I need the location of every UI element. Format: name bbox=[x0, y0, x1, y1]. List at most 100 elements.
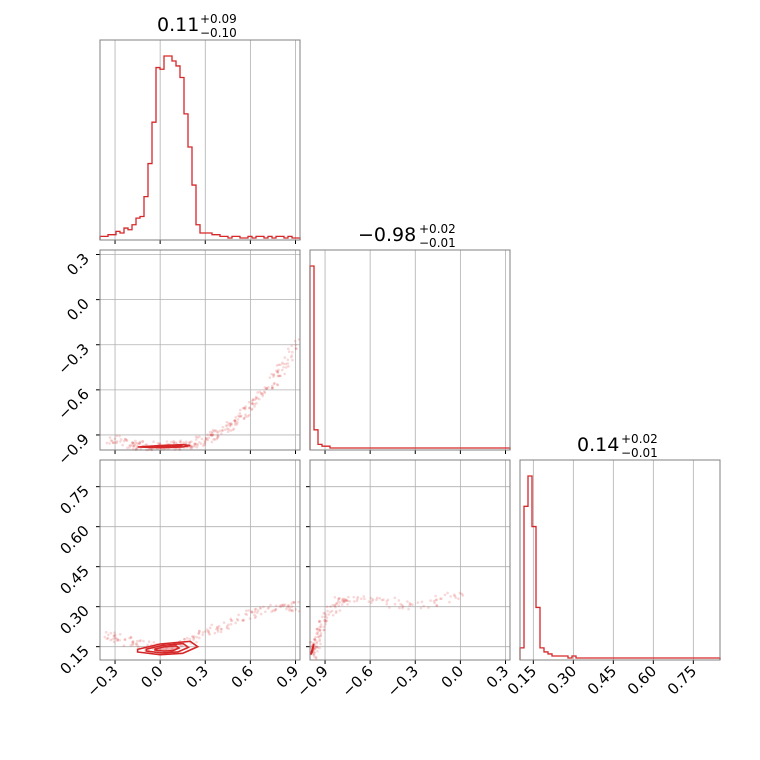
scatter-point bbox=[259, 612, 263, 616]
scatter-point bbox=[216, 433, 219, 437]
scatter-point bbox=[416, 601, 420, 604]
scatter-point bbox=[193, 635, 196, 638]
scatter-point bbox=[270, 386, 274, 390]
scatter-point bbox=[137, 442, 141, 446]
scatter-point bbox=[314, 646, 317, 650]
scatter-point bbox=[378, 597, 382, 600]
scatter-point bbox=[106, 636, 110, 640]
scatter-point bbox=[282, 362, 285, 366]
scatter-point bbox=[235, 617, 239, 621]
scatter-point bbox=[330, 609, 334, 613]
scatter-point bbox=[291, 350, 294, 354]
scatter-point bbox=[190, 440, 193, 443]
scatter-point bbox=[311, 653, 315, 656]
scatter-point bbox=[207, 629, 210, 633]
scatter-point bbox=[341, 597, 345, 601]
scatter-point bbox=[253, 616, 257, 620]
scatter-point bbox=[312, 637, 316, 641]
scatter-point bbox=[129, 636, 133, 639]
scatter-point bbox=[461, 594, 465, 597]
scatter-point bbox=[294, 343, 298, 347]
scatter-point bbox=[401, 606, 404, 610]
scatter-point bbox=[232, 419, 236, 422]
scatter-point bbox=[203, 443, 207, 447]
scatter-point bbox=[280, 361, 284, 365]
scatter-point bbox=[222, 621, 226, 624]
scatter-point bbox=[195, 635, 199, 639]
scatter-point bbox=[229, 622, 233, 626]
scatter-point bbox=[134, 439, 137, 443]
scatter-point bbox=[136, 644, 139, 647]
scatter-point bbox=[369, 596, 373, 600]
scatter-point bbox=[355, 599, 359, 603]
scatter-point bbox=[238, 408, 242, 412]
scatter-point bbox=[109, 631, 113, 635]
scatter-point bbox=[316, 627, 320, 631]
scatter-point bbox=[172, 439, 175, 443]
p1-vs-p3-contour-1 bbox=[145, 642, 191, 654]
scatter-point bbox=[443, 593, 447, 597]
scatter-point bbox=[203, 630, 207, 633]
scatter-point bbox=[111, 441, 115, 445]
scatter-point bbox=[188, 440, 191, 444]
scatter-point bbox=[194, 435, 198, 439]
scatter-point bbox=[241, 619, 245, 622]
scatter-point bbox=[427, 606, 430, 609]
scatter-point bbox=[201, 444, 205, 448]
scatter-point bbox=[179, 439, 183, 443]
scatter-point bbox=[115, 440, 119, 443]
scatter-point bbox=[171, 646, 174, 650]
scatter-point bbox=[265, 387, 268, 390]
scatter-point bbox=[215, 627, 218, 631]
scatter-point bbox=[131, 441, 135, 445]
scatter-point bbox=[227, 428, 230, 431]
scatter-point bbox=[253, 402, 256, 406]
scatter-point bbox=[255, 611, 259, 614]
scatter-point bbox=[207, 631, 211, 635]
scatter-point bbox=[254, 397, 258, 400]
scatter-point bbox=[113, 634, 116, 637]
scatter-point bbox=[238, 412, 242, 415]
scatter-point bbox=[174, 441, 178, 444]
scatter-point bbox=[115, 434, 118, 438]
scatter-point bbox=[190, 447, 193, 450]
scatter-point bbox=[325, 605, 329, 609]
title-p3-minus: −0.01 bbox=[621, 446, 658, 460]
scatter-point bbox=[243, 406, 247, 410]
scatter-point bbox=[131, 642, 135, 645]
scatter-point bbox=[195, 442, 198, 446]
scatter-point bbox=[323, 619, 327, 622]
scatter-point bbox=[323, 619, 326, 622]
scatter-point bbox=[289, 609, 293, 612]
scatter-point bbox=[348, 600, 351, 603]
p2-vs-p3-contour-2 bbox=[310, 647, 314, 653]
scatter-point bbox=[276, 374, 280, 378]
scatter-point bbox=[192, 638, 195, 641]
scatter-point bbox=[407, 607, 410, 611]
scatter-point bbox=[272, 375, 275, 378]
p1-vs-p3-frame bbox=[99, 459, 301, 661]
scatter-point bbox=[205, 436, 208, 440]
scatter-point bbox=[276, 383, 280, 387]
scatter-point bbox=[158, 442, 162, 445]
scatter-point bbox=[269, 603, 272, 607]
scatter-point bbox=[286, 604, 290, 607]
scatter-point bbox=[272, 373, 276, 376]
scatter-point bbox=[314, 655, 318, 659]
title-p2: −0.98 +0.02 −0.01 bbox=[358, 222, 456, 250]
scatter-point bbox=[314, 657, 318, 660]
scatter-point bbox=[220, 432, 223, 435]
scatter-point bbox=[103, 635, 107, 639]
scatter-point bbox=[267, 606, 271, 609]
scatter-point bbox=[294, 608, 298, 611]
scatter-point bbox=[188, 446, 192, 449]
scatter-point bbox=[133, 443, 137, 447]
scatter-point bbox=[125, 439, 128, 442]
scatter-point bbox=[112, 634, 116, 638]
scatter-point bbox=[131, 444, 134, 447]
scatter-point bbox=[258, 397, 261, 401]
scatter-point bbox=[268, 376, 272, 379]
scatter-point bbox=[338, 597, 341, 600]
scatter-point bbox=[178, 440, 182, 444]
hist-p2-steps bbox=[309, 265, 511, 450]
